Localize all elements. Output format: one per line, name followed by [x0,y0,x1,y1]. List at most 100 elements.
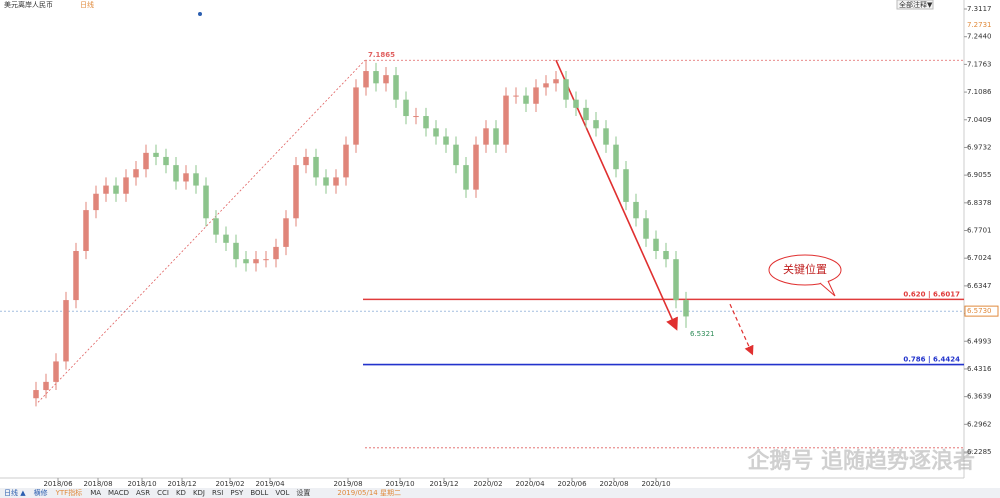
annotation-button-label[interactable]: 全部注释▼ [899,0,933,9]
drawing-dashed-arrow [729,303,754,356]
candle-body [73,251,79,301]
candle-body [403,99,409,117]
candle-body [423,116,429,129]
indicator-tab[interactable]: MACD [108,489,129,497]
candle-body [83,210,89,252]
indicator-tab[interactable]: KDJ [193,489,205,497]
candle-body [63,300,69,362]
candle-body [643,218,649,239]
candle-body [333,177,339,186]
indicator-tab[interactable]: ASR [136,489,150,497]
y-tick-label: 6.9055 [967,171,992,179]
indicator-tab[interactable]: KD [176,489,186,497]
candle-body [153,152,159,157]
y-tick-label: 6.3639 [967,393,992,401]
candle-body [283,218,289,247]
level-label: 0.786 | 6.4424 [903,356,960,365]
indicator-tab[interactable]: VOL [275,489,289,497]
toolbar-tab[interactable]: 日线 ▲ [4,488,26,497]
candle-body [513,95,519,97]
candle-body [523,95,529,104]
candle-body [573,99,579,108]
y-tick-label: 6.8378 [967,199,992,207]
candle-body [683,300,689,317]
y-tick-label: 6.7024 [967,254,992,262]
candle-body [473,144,479,190]
callout-text: 关键位置 [783,262,827,276]
candle-body [203,185,209,219]
indicator-tab[interactable]: RSI [212,489,223,497]
x-tick-label: 2020/02 [473,480,502,488]
toolbar-tab[interactable]: YTF指标 [55,488,83,497]
x-tick-label: 2020/04 [515,480,545,488]
candle-body [613,144,619,170]
candle-body [483,128,489,145]
candle-body [313,156,319,178]
level-label: 7.1865 [368,51,395,59]
indicator-tab[interactable]: 设置 [296,488,310,497]
watermark: 企鹅号 追随趋势逐浪者 [746,448,975,474]
candle-body [163,156,169,166]
candle-body [293,165,299,219]
dot [198,12,202,16]
x-tick-label: 2018/10 [127,480,156,488]
candle-body [233,242,239,260]
candle-body [183,173,189,182]
toolbar-date: 2019/05/14 星期二 [337,489,401,497]
candle-body [103,185,109,194]
toolbar-tab[interactable]: 横修 [34,488,48,497]
low-label: 6.5321 [690,330,715,338]
candle-body [533,87,539,104]
candle-body [583,107,589,121]
y-tick-label: 6.6347 [967,282,992,290]
candle-body [673,259,679,301]
candle-body [383,75,389,84]
candle-body [53,361,59,382]
callout-tail [819,280,836,297]
candle-body [463,165,469,190]
y-tick-label: 7.1763 [967,60,992,68]
indicator-tab[interactable]: BOLL [250,489,268,497]
indicator-tab[interactable]: MA [90,489,101,497]
y-tick-label: 7.1086 [967,88,992,96]
candle-body [213,218,219,235]
candle-body [373,71,379,84]
y-tick-label: 6.4316 [967,365,992,373]
x-tick-label: 2019/12 [429,480,458,488]
annotation-button[interactable] [896,0,934,10]
candle-body [273,246,279,260]
candle-body [413,116,419,118]
x-tick-label: 2020/06 [557,480,587,488]
candle-body [43,381,49,391]
x-tick-label: 2018/12 [167,480,196,488]
y-tick-label: 6.2285 [967,448,992,456]
x-tick-label: 2020/10 [641,480,670,488]
x-tick-label: 2019/10 [385,480,414,488]
toolbar [0,488,1000,498]
indicator-tab[interactable]: CCI [157,489,169,497]
x-tick-label: 2019/04 [255,480,285,488]
candle-body [543,83,549,88]
level-label: 0.620 | 6.6017 [903,290,960,299]
y-tick-label: 6.4993 [967,337,992,345]
candle-body [143,152,149,170]
callout-bubble [768,254,842,286]
candle-body [593,120,599,129]
candle-body [623,169,629,202]
candle-body [363,71,369,88]
candle-body [653,238,659,252]
candle-body [493,128,499,145]
y-tick-label: 6.2962 [967,420,992,428]
y-tick-label: 7.2440 [967,33,992,41]
candle-body [113,185,119,194]
drawing-dotted [37,59,366,403]
candle-body [303,156,309,166]
y-tick-label: 7.0409 [967,116,992,124]
candle-body [263,259,269,261]
indicator-tab[interactable]: PSY [230,489,244,497]
candle-body [343,144,349,178]
candle-body [173,165,179,182]
x-tick-label: 2018/08 [83,480,112,488]
candle-body [93,193,99,211]
